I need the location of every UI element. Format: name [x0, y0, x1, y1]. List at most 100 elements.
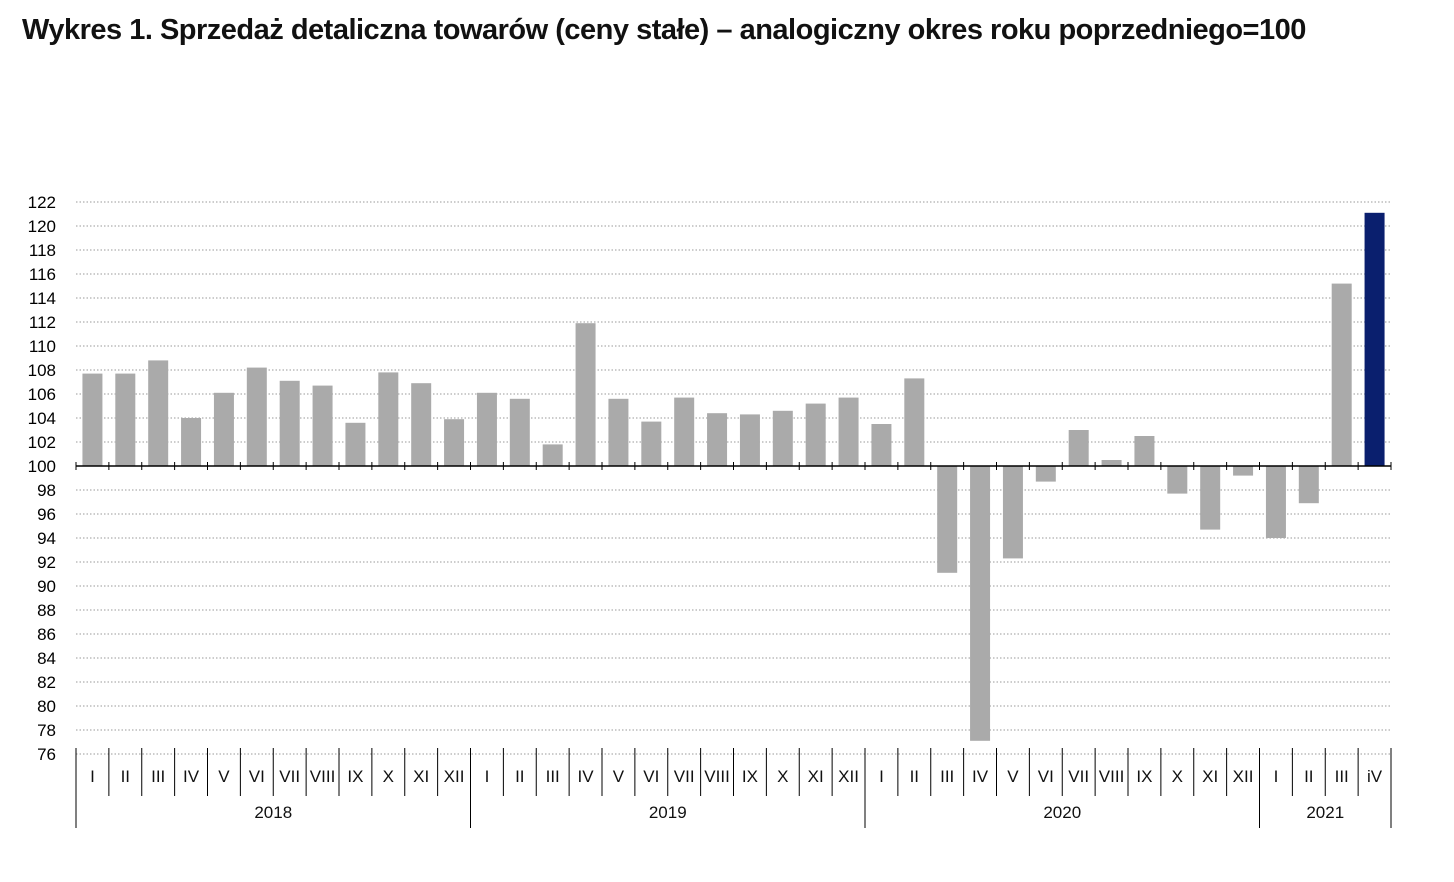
y-tick-label: 116	[29, 265, 56, 284]
y-tick-label: 80	[37, 697, 56, 716]
bar	[608, 398, 629, 466]
x-tick-label: I	[485, 767, 490, 786]
bar	[1233, 466, 1254, 476]
x-tick-label: IV	[972, 767, 989, 786]
y-tick-label: 114	[29, 289, 56, 308]
x-tick-label: X	[383, 767, 394, 786]
x-tick-label: II	[1304, 767, 1313, 786]
bar	[838, 397, 859, 466]
y-tick-label: 102	[28, 433, 56, 452]
bar	[312, 385, 333, 466]
gridlines	[76, 201, 1391, 755]
x-tick-label: II	[910, 767, 919, 786]
y-tick-label: 76	[37, 745, 56, 764]
bar	[181, 418, 202, 466]
bars	[82, 212, 1385, 741]
x-tick-label: II	[515, 767, 524, 786]
x-tick-label: III	[940, 767, 954, 786]
y-tick-label: 82	[37, 673, 56, 692]
x-tick-label: IX	[347, 767, 363, 786]
chart-title: Wykres 1. Sprzedaż detaliczna towarów (c…	[22, 14, 1306, 46]
bar	[1035, 466, 1056, 482]
y-tick-label: 104	[28, 409, 56, 428]
bar	[1298, 466, 1319, 504]
bar	[739, 414, 760, 466]
x-tick-label: V	[613, 767, 625, 786]
x-tick-label: VII	[279, 767, 300, 786]
bar	[279, 380, 300, 466]
y-tick-label: 120	[28, 217, 56, 236]
x-tick-label: I	[90, 767, 95, 786]
bar	[378, 372, 399, 466]
y-tick-label: 110	[29, 337, 56, 356]
bar	[115, 373, 136, 466]
x-tick-label: VI	[249, 767, 265, 786]
y-tick-label: 92	[37, 553, 56, 572]
bar	[82, 373, 103, 466]
x-tick-label: IV	[183, 767, 200, 786]
bar	[509, 398, 530, 466]
x-tick-label: VIII	[1099, 767, 1125, 786]
y-axis-ticks: 76 78 80 82 84 86 88 90 92 94 96 98 100 102 104 106 108 1…	[28, 193, 56, 764]
x-tick-label: X	[777, 767, 788, 786]
x-tick-label: VII	[674, 767, 695, 786]
x-tick-label: VIII	[310, 767, 336, 786]
y-tick-label: 94	[37, 529, 56, 548]
bar	[937, 466, 958, 573]
y-tick-label: 78	[37, 721, 56, 740]
x-tick-label: VI	[1038, 767, 1054, 786]
bar	[476, 392, 497, 466]
bar	[213, 392, 234, 466]
y-tick-label: 88	[37, 601, 56, 620]
x-tick-label: III	[1335, 767, 1349, 786]
y-tick-label: 118	[29, 241, 56, 260]
y-tick-label: 96	[37, 505, 56, 524]
year-label: 2021	[1306, 803, 1344, 822]
bar	[575, 323, 596, 466]
y-tick-label: 100	[28, 457, 56, 476]
bar	[707, 413, 728, 466]
x-tick-label: XII	[444, 767, 465, 786]
x-tick-label: XII	[838, 767, 859, 786]
bar	[772, 410, 793, 466]
bar	[970, 466, 991, 741]
x-tick-label: XI	[413, 767, 429, 786]
bar	[674, 397, 695, 466]
x-tick-label: X	[1172, 767, 1183, 786]
bar	[1364, 212, 1385, 466]
bar	[345, 422, 366, 466]
bar	[641, 421, 662, 466]
year-label: 2020	[1043, 803, 1081, 822]
y-tick-label: 90	[37, 577, 56, 596]
x-tick-label: V	[218, 767, 230, 786]
x-tick-label: I	[1274, 767, 1279, 786]
x-tick-label: IV	[578, 767, 595, 786]
bar	[1200, 466, 1221, 530]
year-label: 2018	[254, 803, 292, 822]
bar	[1101, 460, 1122, 466]
x-tick-label: VI	[643, 767, 659, 786]
bar	[904, 378, 925, 466]
y-tick-label: 84	[37, 649, 56, 668]
bar	[542, 444, 563, 466]
bar	[411, 383, 432, 466]
bar	[1265, 466, 1286, 538]
bar	[1167, 466, 1188, 494]
x-tick-label: III	[546, 767, 560, 786]
y-tick-label: 108	[28, 361, 56, 380]
bar	[148, 360, 169, 466]
y-tick-label: 112	[29, 313, 56, 332]
bar	[1331, 283, 1352, 466]
bar	[805, 403, 826, 466]
bar	[871, 424, 892, 466]
x-tick-label: VIII	[704, 767, 730, 786]
x-axis: I II III IV V VI VII VIII IX X XI XII I II III IV V VI VII…	[75, 462, 1392, 828]
x-tick-label: XII	[1233, 767, 1254, 786]
y-tick-label: 106	[28, 385, 56, 404]
year-label: 2019	[649, 803, 687, 822]
x-tick-label: II	[121, 767, 130, 786]
y-tick-label: 86	[37, 625, 56, 644]
bar	[1134, 436, 1155, 466]
x-tick-label: IX	[1136, 767, 1152, 786]
